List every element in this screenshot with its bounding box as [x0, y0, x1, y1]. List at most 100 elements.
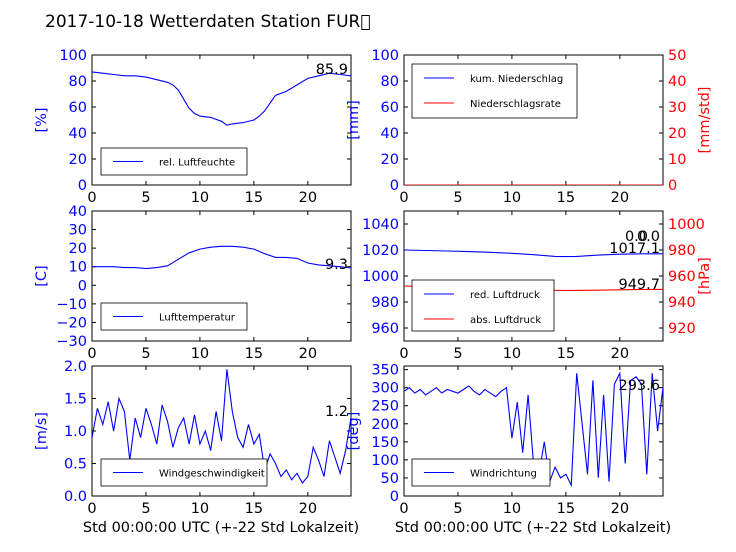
legend-label: rel. Luftfeuchte — [159, 158, 235, 169]
y-tick-label: 0.0 — [64, 489, 87, 505]
x-tick-label: 5 — [453, 501, 462, 517]
y2-tick-label: 10 — [668, 152, 686, 168]
y-tick-label: 150 — [371, 435, 399, 451]
y-tick-label: 100 — [59, 48, 87, 64]
y2-tick-label: 0 — [668, 178, 677, 194]
x-axis-label-right: Std 00:00:00 UTC (+-22 Std Lokalzeit) — [395, 520, 671, 536]
y-tick-label: −30 — [56, 334, 87, 350]
x-tick-label: 20 — [299, 190, 317, 206]
legend-label: abs. Luftdruck — [470, 315, 541, 326]
x-tick-label: 15 — [557, 501, 575, 517]
series-line-red-luftdruck — [404, 249, 663, 258]
y2-tick-label: 980 — [668, 243, 696, 259]
y-tick-label: 60 — [381, 100, 399, 116]
x-tick-label: 5 — [141, 190, 150, 206]
latest-value-label: 0.0 — [637, 229, 660, 245]
y-tick-label: 1040 — [362, 217, 399, 233]
x-tick-label: 20 — [611, 190, 629, 206]
legend-label: red. Luftdruck — [470, 290, 540, 301]
y-tick-label: 20 — [69, 152, 87, 168]
legend-label: Niederschlagsrate — [470, 99, 561, 110]
latest-value-label-2: 949.7 — [618, 277, 660, 293]
legend: red. Luftdruck abs. Luftdruck — [411, 279, 555, 332]
y-tick-label: 80 — [69, 74, 87, 90]
legend-box — [411, 63, 578, 119]
y-tick-label: 0.5 — [64, 457, 87, 473]
y-tick-label: 50 — [381, 471, 399, 487]
x-tick-label: 10 — [191, 346, 209, 362]
latest-value-label: 1017.1 — [609, 241, 660, 257]
y-tick-label: 200 — [371, 417, 399, 433]
y-tick-label: 300 — [371, 381, 399, 397]
x-tick-label: 0 — [399, 501, 408, 517]
x-tick-label: 5 — [141, 501, 150, 517]
y-tick-label: 980 — [371, 295, 399, 311]
y-axis-label: [deg] — [346, 412, 362, 451]
y-tick-label: 2.0 — [64, 359, 87, 375]
x-tick-label: 5 — [453, 346, 462, 362]
plot-frame — [91, 210, 352, 342]
legend: Windgeschwindigkeit — [100, 458, 268, 487]
series-line-rel-luftfeuchte — [92, 71, 351, 126]
y-tick-label: 100 — [371, 453, 399, 469]
x-axis-label-left: Std 00:00:00 UTC (+-22 Std Lokalzeit) — [83, 520, 359, 536]
panel-wind-speed: 0 5 10 15 20 0.0 0.5 1.0 1.5 2.0 [m/s] Windgeschwin… — [34, 359, 352, 517]
y-tick-label: −20 — [56, 315, 87, 331]
y-axis-label: [%] — [34, 107, 50, 132]
series-line-lufttemperatur — [92, 245, 351, 270]
y2-tick-label: 960 — [668, 269, 696, 285]
y2-tick-label: 1000 — [668, 217, 705, 233]
y-tick-label: 40 — [69, 204, 87, 220]
x-tick-label: 5 — [453, 190, 462, 206]
x-tick-label: 0 — [87, 190, 96, 206]
x-tick-label: 15 — [245, 190, 263, 206]
y-tick-label: 40 — [381, 126, 399, 142]
panel-humidity: 0 5 10 15 20 0 20 40 60 80 100 [%] rel. Luftfeuchte 8… — [34, 48, 352, 206]
x-tick-label: 10 — [503, 501, 521, 517]
panel-temperature: 0 5 10 15 20 −30 −20 −10 0 10 20 30 40 [C] Lufttempera… — [34, 204, 352, 362]
y-tick-label: 20 — [381, 152, 399, 168]
y2-tick-label: 50 — [668, 48, 686, 64]
legend-label: Windgeschwindigkeit — [159, 469, 265, 480]
x-tick-label: 0 — [399, 346, 408, 362]
x-tick-label: 0 — [87, 346, 96, 362]
latest-value-label-2: 0.0 — [625, 229, 648, 245]
latest-value-label: 293.6 — [618, 378, 660, 394]
y2-tick-label: 20 — [668, 126, 686, 142]
latest-value-label: 1.2 — [325, 404, 348, 420]
y-tick-label: 350 — [371, 363, 399, 379]
latest-value-label: 85.9 — [316, 62, 348, 78]
y-tick-label: 1.0 — [64, 424, 87, 440]
y-tick-label: 1000 — [362, 269, 399, 285]
legend: Windrichtung — [411, 458, 551, 487]
y-tick-label: 1020 — [362, 243, 399, 259]
y-tick-label: 1.5 — [64, 392, 87, 408]
y-tick-label: 0 — [78, 178, 87, 194]
y-tick-label: 60 — [69, 100, 87, 116]
panel-wind-direction: 0 5 10 15 20050100150200250300350[deg]Windri… — [346, 363, 664, 517]
y2-tick-label: 940 — [668, 295, 696, 311]
legend-label: Lufttemperatur — [159, 313, 236, 324]
x-tick-label: 15 — [245, 346, 263, 362]
x-tick-label: 0 — [399, 190, 408, 206]
x-tick-label: 20 — [299, 501, 317, 517]
y-tick-label: 0 — [390, 489, 399, 505]
x-tick-label: 20 — [611, 346, 629, 362]
panel-pressure: 0 5 10 15 20 960 980 1000 1020 1040 920 940 960 980 10… — [362, 210, 713, 362]
y2-tick-label: 920 — [668, 321, 696, 337]
x-tick-label: 15 — [245, 501, 263, 517]
y2-tick-label: 40 — [668, 74, 686, 90]
latest-value-label: 9.3 — [325, 257, 348, 273]
y2-tick-label: 30 — [668, 100, 686, 116]
legend-box — [411, 279, 555, 332]
y-tick-label: 0 — [390, 178, 399, 194]
x-tick-label: 20 — [611, 501, 629, 517]
y2-axis-label: [mm/std] — [697, 87, 713, 154]
y-tick-label: 100 — [371, 48, 399, 64]
legend: kum. Niederschlag Niederschlagsrate — [411, 63, 578, 119]
x-tick-label: 10 — [191, 190, 209, 206]
figure-title: 2017-10-18 Wetterdaten Station FUR  — [45, 12, 371, 32]
legend: Lufttemperatur — [100, 302, 248, 331]
